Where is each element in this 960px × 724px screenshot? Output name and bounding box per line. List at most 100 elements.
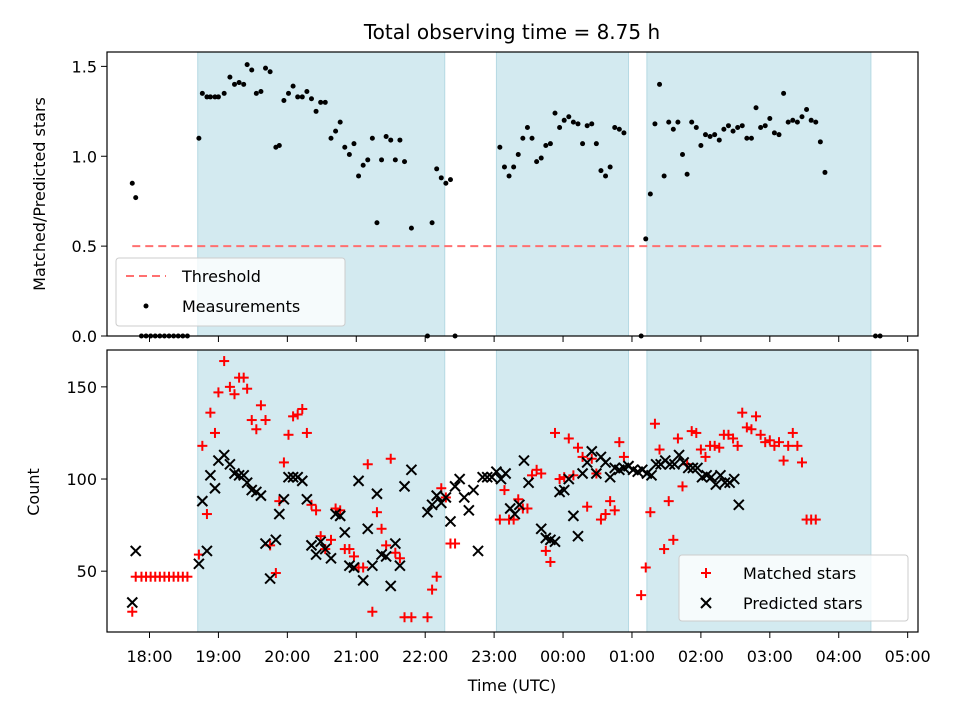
matched-star-point (686, 426, 697, 437)
measurement-point (616, 126, 622, 132)
x-tick-label: 03:00 (747, 647, 793, 666)
measurement-point (285, 90, 291, 96)
predicted-star-point (549, 535, 561, 548)
measurement-point (771, 130, 777, 136)
chart-title: Total observing time = 8.75 h (363, 20, 660, 44)
matched-star-point (595, 514, 606, 525)
measurement-point (408, 225, 414, 231)
x-tick-label: 20:00 (264, 647, 310, 666)
predicted-star-point (509, 508, 521, 520)
predicted-star-point (650, 458, 662, 470)
top-panel-ylabel: Matched/Predicted stars (30, 97, 49, 291)
matched-star-point (406, 612, 417, 623)
x-tick-label: 23:00 (471, 647, 517, 666)
matched-star-point (572, 442, 583, 453)
measurement-point (657, 81, 663, 87)
matched-star-point (640, 562, 651, 573)
predicted-star-point (366, 559, 379, 572)
matched-star-point (554, 474, 565, 485)
measurement-point (438, 175, 444, 181)
y-tick-label: 0.5 (72, 237, 97, 256)
measurement-point (702, 132, 708, 138)
legend-matched-marker (701, 568, 711, 578)
measurement-point (534, 159, 540, 165)
predicted-star-point (733, 499, 745, 511)
measurement-point (258, 89, 264, 95)
measurement-point (584, 123, 590, 129)
matched-star-point (376, 523, 387, 534)
measurement-point (346, 151, 352, 157)
matched-star-point (755, 429, 766, 440)
measurement-point (721, 126, 727, 132)
x-axis-label: Time (UTC) (467, 676, 556, 695)
measurement-point (204, 94, 210, 100)
predicted-star-point (710, 478, 722, 491)
predicted-star-point (357, 574, 369, 587)
predicted-star-point (380, 550, 392, 563)
matched-star-point (672, 433, 683, 444)
measurement-point (813, 119, 819, 125)
predicted-star-point (348, 561, 360, 574)
matched-star-point (668, 534, 679, 545)
matched-star-point (326, 534, 337, 545)
measurement-point (281, 98, 287, 104)
measurement-point (744, 135, 750, 141)
measurement-point (529, 135, 535, 141)
matched-star-point (751, 411, 762, 422)
predicted-star-point (567, 510, 580, 522)
measurement-point (397, 137, 403, 143)
measurement-point (570, 119, 576, 125)
legend-predicted-label: Predicted stars (743, 594, 863, 613)
measurement-point (575, 121, 581, 127)
predicted-star-point (682, 462, 694, 474)
measurement-point (295, 94, 301, 100)
matched-star-point (371, 507, 382, 518)
predicted-star-point (490, 465, 503, 478)
predicted-star-point (481, 471, 493, 483)
measurement-point (351, 141, 357, 147)
predicted-star-point (296, 475, 308, 487)
panel-frame (106, 51, 919, 337)
measurement-point (383, 133, 389, 139)
measurement-point (249, 67, 255, 73)
matched-star-point (311, 505, 322, 516)
matched-star-point (787, 427, 798, 438)
predicted-star-point (278, 493, 290, 506)
measurement-point (661, 173, 667, 179)
predicted-star-point (385, 580, 397, 592)
predicted-star-point (255, 489, 267, 502)
measurement-point (817, 139, 823, 145)
matched-star-point (645, 507, 656, 518)
measurement-point (589, 121, 595, 127)
legend-threshold-label: Threshold (181, 267, 261, 286)
shaded-interval-2 (495, 51, 630, 337)
matched-star-point (737, 407, 748, 418)
measurement-point (712, 132, 718, 138)
measurement-point (776, 132, 782, 138)
predicted-star-point (394, 559, 406, 572)
measurement-point (808, 117, 814, 123)
matched-star-point (306, 499, 317, 510)
matched-star-point (746, 424, 757, 435)
measurement-point (680, 151, 686, 157)
predicted-star-point (572, 530, 584, 542)
shaded-interval-1 (197, 349, 446, 633)
predicted-star-point (476, 471, 489, 483)
measurement-point (429, 220, 435, 226)
x-tick-label: 22:00 (402, 647, 448, 666)
measurement-point (133, 195, 139, 201)
matched-star-point (605, 496, 616, 507)
matched-star-point (422, 612, 433, 623)
measurement-point (612, 124, 618, 130)
x-tick-label: 00:00 (540, 647, 586, 666)
predicted-star-point (398, 480, 411, 493)
matched-star-point (760, 437, 771, 448)
predicted-star-point (453, 473, 466, 485)
measurement-point (263, 65, 269, 71)
measurement-point (538, 155, 544, 161)
matched-star-point (700, 451, 711, 462)
matched-star-point (499, 485, 510, 496)
matched-star-point (209, 427, 220, 438)
matched-star-point (450, 538, 461, 549)
measurement-point (369, 135, 375, 141)
